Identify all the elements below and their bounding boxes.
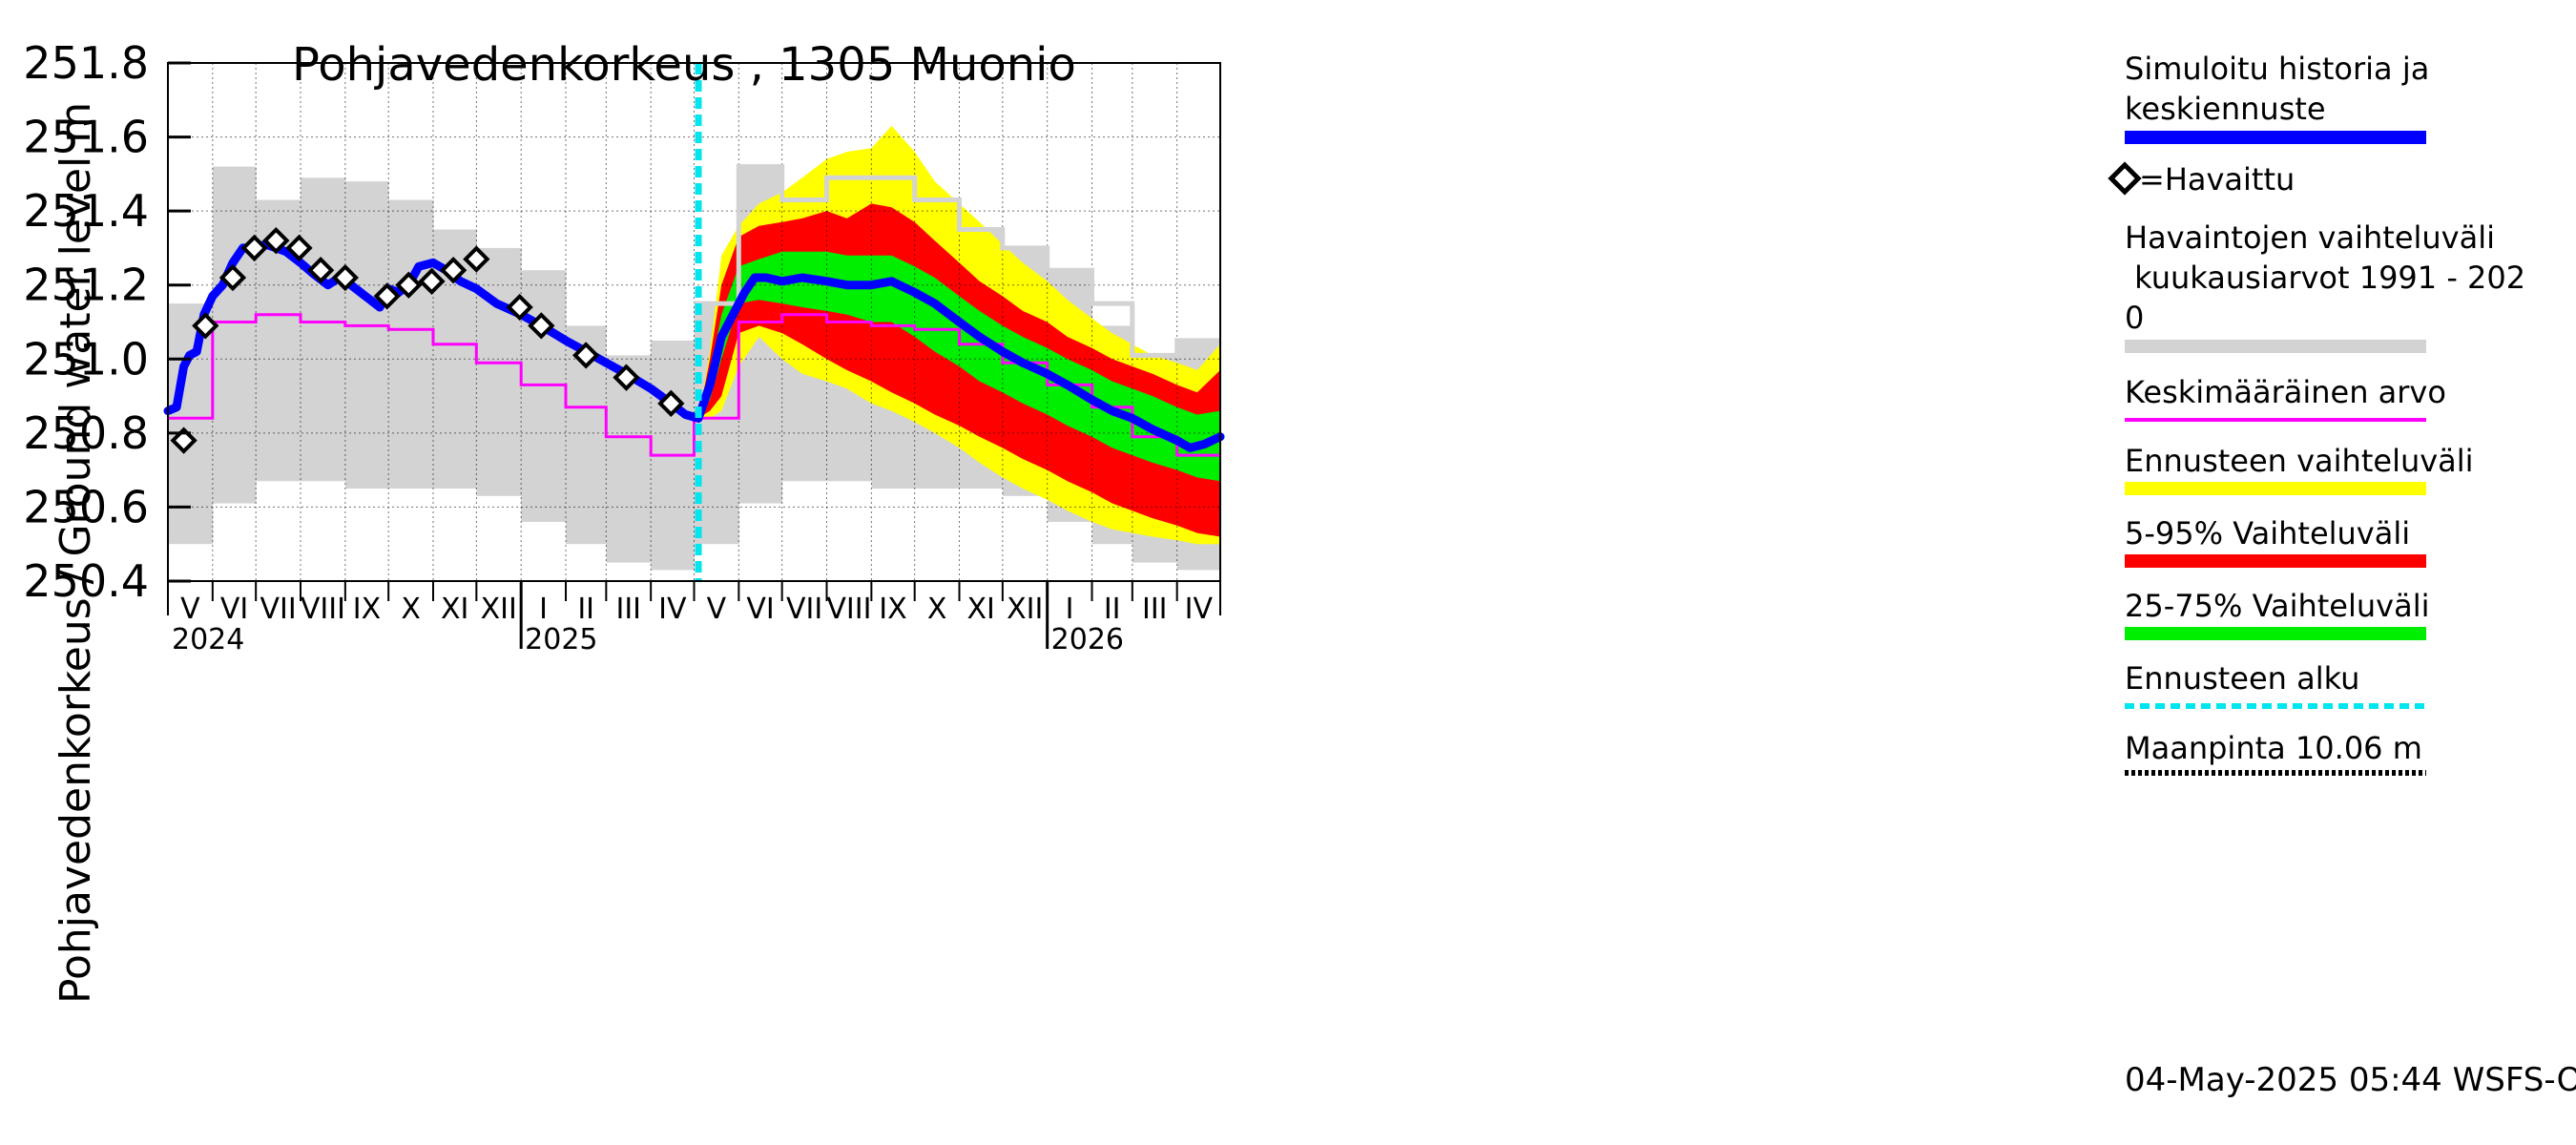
legend-mean: Keskimääräinen arvo xyxy=(2125,374,2446,410)
legend-sim-line2: keskiennuste xyxy=(2125,91,2326,127)
year-label: 2026 xyxy=(1051,623,1124,656)
month-label: II xyxy=(1104,593,1121,626)
month-label: IV xyxy=(658,593,687,626)
month-label: XI xyxy=(966,593,994,626)
year-label: 2024 xyxy=(172,623,244,656)
observation-marker xyxy=(418,267,446,295)
chart-title: Pohjavedenkorkeus , 1305 Muonio xyxy=(292,38,1076,92)
simulated-line xyxy=(163,239,703,423)
y-tick-label: 251.6 xyxy=(23,112,149,163)
month-label: VI xyxy=(746,593,774,626)
month-label: I xyxy=(1066,593,1074,626)
month-label: X xyxy=(927,593,947,626)
observed-range-block xyxy=(168,303,214,545)
month-label: II xyxy=(577,593,594,626)
observation-marker xyxy=(395,271,423,299)
month-label: V xyxy=(707,593,727,626)
y-tick-label: 251.4 xyxy=(23,185,149,237)
observation-marker xyxy=(218,263,247,292)
legend-range-line2: kuukausiarvot 1991 - 202 xyxy=(2125,260,2525,296)
month-label: III xyxy=(1142,593,1168,626)
observed-range-high-line xyxy=(694,164,1220,358)
mean-value-line xyxy=(168,313,1220,457)
observation-marker xyxy=(657,389,685,417)
legend-fc-start: Ennusteen alku xyxy=(2125,660,2359,697)
month-label: XII xyxy=(481,593,517,626)
observation-marker xyxy=(463,245,490,273)
legend-p5-95: 5-95% Vaihteluväli xyxy=(2125,515,2410,552)
legend-ground: Maanpinta 10.06 m xyxy=(2125,730,2422,766)
observation-marker xyxy=(440,257,467,284)
month-label: VIII xyxy=(301,593,345,626)
legend-range-line3: 0 xyxy=(2125,300,2144,336)
y-tick-label: 250.6 xyxy=(23,481,149,532)
legend-observed-marker xyxy=(2108,161,2142,196)
y-tick-label: 250.4 xyxy=(23,555,149,607)
month-label: XII xyxy=(1007,593,1043,626)
year-label: 2025 xyxy=(525,623,597,656)
observed-range-block xyxy=(344,181,389,489)
simulated-line xyxy=(694,273,1225,452)
observation-marker xyxy=(613,364,640,391)
observation-marker xyxy=(307,257,335,284)
month-label: VII xyxy=(786,593,822,626)
month-label: XI xyxy=(441,593,468,626)
month-label: X xyxy=(401,593,421,626)
legend-p25-75: 25-75% Vaihteluväli xyxy=(2125,588,2429,624)
observed-range-block xyxy=(212,166,257,504)
month-label: III xyxy=(615,593,641,626)
legend-sim-line1: Simuloitu historia ja xyxy=(2125,51,2429,87)
month-label: VI xyxy=(220,593,248,626)
observation-marker xyxy=(506,293,533,322)
observed-range-block xyxy=(301,177,346,482)
y-axis-label: Pohjavedenkorkeus / Ground water level m xyxy=(52,102,100,1004)
observation-marker xyxy=(170,427,197,454)
y-tick-label: 251.0 xyxy=(23,333,149,385)
observed-range-block xyxy=(521,270,567,522)
observed-range-block xyxy=(606,355,652,563)
observation-marker xyxy=(262,227,290,255)
plot-area: 250.4 250.6 250.8 251.0 251.2 251.4 251.6 251.8… xyxy=(23,37,1225,656)
observation-marker xyxy=(331,263,359,292)
month-label: VIII xyxy=(826,593,871,626)
observation-marker xyxy=(373,282,401,310)
observation-marker xyxy=(240,234,268,262)
month-label: IX xyxy=(879,593,906,626)
observation-marker xyxy=(192,312,219,340)
legend-fc-range: Ennusteen vaihteluväli xyxy=(2125,443,2474,479)
observed-range-block xyxy=(388,199,434,489)
legend-observed: =Havaittu xyxy=(2139,161,2295,198)
y-tick-label: 250.8 xyxy=(23,407,149,459)
y-tick-label: 251.8 xyxy=(23,37,149,89)
month-label: V xyxy=(180,593,200,626)
legend: Simuloitu historia ja keskiennuste =Hava… xyxy=(2108,51,2525,776)
observation-marker xyxy=(528,312,555,340)
y-tick-label: 251.2 xyxy=(23,260,149,311)
month-label: VII xyxy=(260,593,296,626)
observation-marker xyxy=(572,342,600,369)
month-label: I xyxy=(539,593,548,626)
legend-range-line1: Havaintojen vaihteluväli xyxy=(2125,219,2495,256)
observation-marker xyxy=(285,234,313,262)
month-label: IV xyxy=(1185,593,1214,626)
p25-75-band xyxy=(698,251,1220,482)
month-label: IX xyxy=(353,593,381,626)
footer-timestamp: 04-May-2025 05:44 WSFS-O xyxy=(2125,1061,2576,1099)
